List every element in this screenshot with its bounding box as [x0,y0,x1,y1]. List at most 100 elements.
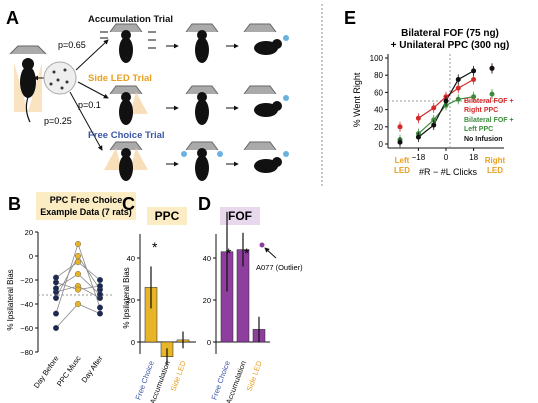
start-rat-icon [9,45,47,123]
e-point [489,65,495,71]
e-xtick-label: −18 [412,153,426,162]
b-point [74,286,81,293]
trial-row-free-choice [104,141,289,181]
panel-e: E Bilateral FOF (75 ng) + Unilateral PPC… [344,8,514,177]
ytick-label: 0 [131,338,135,347]
accumulation-trial-label: Accumulation Trial [88,14,173,25]
b-ytick-label: −80 [20,348,33,357]
arrow [75,39,109,71]
panel-c-ylabel: % Ipsilateral Bias [122,267,131,328]
panel-e-ylabel: % Went Right [352,72,362,127]
legend-red-1: Bilateral FOF + [464,98,514,105]
b-point [96,291,103,298]
e-point [471,68,477,74]
panel-c-letter: C [122,194,135,214]
legend-black: No Infusion [464,136,503,143]
panel-d-sig-star-2: * [244,245,250,261]
e-ytick-label: 80 [374,71,383,80]
b-point [74,301,81,308]
b-ytick-label: −20 [20,276,33,285]
b-ytick-label: −40 [20,300,33,309]
panel-b-ylabel: % Ipsilateral Bias [6,269,15,330]
right-led-label-1: Right [485,156,506,165]
panel-b-letter: B [8,194,21,214]
p-side-led: p=0.1 [78,100,101,110]
outlier-arrow [264,247,277,259]
b-ytick-label: 0 [29,252,33,261]
panel-c-sig-star: * [152,239,158,255]
click-cloud-icon [43,61,77,95]
panel-d-letter: D [198,194,211,214]
b-point [96,283,103,290]
panel-b-title-2: Example Data (7 rats) [40,207,132,217]
right-led-label-2: LED [487,166,503,175]
panel-a-letter: A [6,8,19,28]
e-point [455,85,461,91]
e-point [397,124,403,130]
e-point [455,77,461,82]
b-point [53,295,60,302]
b-point [96,277,103,284]
arrow [77,81,109,99]
panel-d-title-box [220,207,260,225]
e-point [471,77,477,82]
bar-category-label: Side LED [169,359,188,392]
b-point [96,304,103,311]
ytick-label: 0 [207,338,211,347]
e-point [431,122,437,128]
ytick-label: 20 [203,296,211,305]
ytick-label: 40 [203,254,211,263]
b-point [53,274,60,281]
side-led-trial-label: Side LED Trial [88,73,152,84]
e-point [431,117,437,123]
b-point [96,310,103,317]
panel-e-title-1: Bilateral FOF (75 ng) [401,28,499,39]
e-point [443,98,449,104]
panel-a: A p=0.65 p=0.1 p=0.25 [6,8,289,181]
e-ytick-label: 40 [374,106,383,115]
panel-e-letter: E [344,8,356,28]
panel-d-sig-star-1: * [226,245,232,261]
b-rat-line [55,303,101,329]
panel-c-title-box [147,207,187,225]
b-point [53,325,60,332]
panel-c-title: PPC [155,209,180,223]
left-led-label-1: Left [395,156,410,165]
bar-category-label: Side LED [245,359,264,392]
e-point [415,134,421,140]
b-point [53,285,60,292]
free-choice-trial-label: Free Choice Trial [88,130,165,141]
trial-row-accumulation [100,23,289,63]
p-free-choice: p=0.25 [44,116,72,126]
e-point [471,94,477,100]
arrow [69,91,103,151]
b-point [74,240,81,247]
ytick-label: 20 [127,296,135,305]
ytick-label: 40 [127,254,135,263]
panel-b-title-box [36,192,136,220]
e-ytick-label: 60 [374,88,383,97]
panel-b-title-1: PPC Free Choice [50,195,123,205]
e-ytick-label: 20 [374,123,383,132]
e-point [397,139,403,145]
e-ytick-label: 0 [379,140,384,149]
left-led-label-2: LED [394,166,410,175]
legend-green-1: Bilateral FOF + [464,117,514,124]
b-ytick-label: −60 [20,324,33,333]
p-accumulation: p=0.65 [58,40,86,50]
panel-e-xlabel: #R − #L Clicks [419,167,477,177]
b-point [74,252,81,259]
e-point [431,105,437,111]
b-point [53,310,60,317]
panel-e-title-2: + Unilateral PPC (300 ng) [391,40,510,51]
e-point [489,91,495,97]
outlier-point [259,242,265,248]
trial-row-side-led [109,85,289,125]
legend-red-2: Right PPC [464,107,498,114]
e-point [455,96,461,102]
b-point [74,259,81,266]
e-xtick-label: 0 [444,153,449,162]
